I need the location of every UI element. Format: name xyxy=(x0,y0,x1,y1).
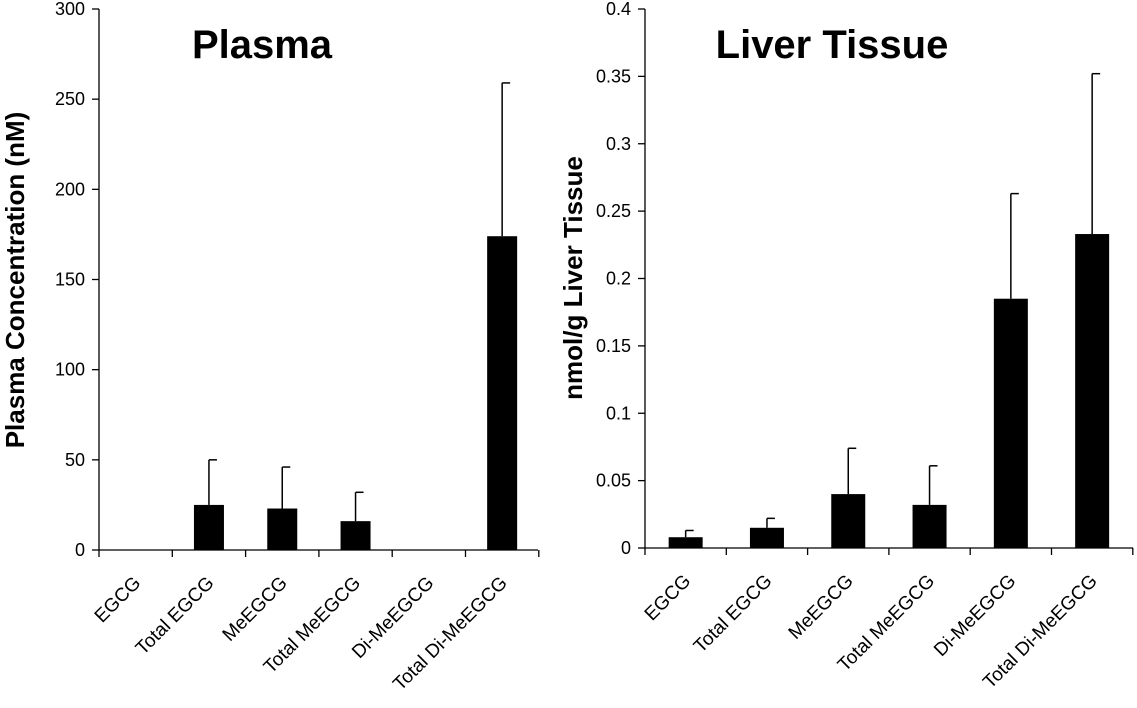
liver-bar xyxy=(1075,234,1110,548)
liver-y-tick-label: 0.15 xyxy=(596,336,631,356)
liver-y-tick-label: 0.3 xyxy=(606,134,631,154)
plasma-category-label: Total EGCG xyxy=(132,573,219,660)
liver-bar xyxy=(749,527,784,548)
plasma-chart-title: Plasma xyxy=(192,23,333,67)
plasma-y-axis-label: Plasma Concentration (nM) xyxy=(0,112,30,449)
plasma-y-tick-label: 200 xyxy=(55,179,85,199)
liver-y-tick-label: 0.25 xyxy=(596,201,631,221)
liver-bar xyxy=(668,537,703,548)
liver-bar xyxy=(993,298,1028,548)
liver-category-label: Total EGCG xyxy=(690,571,777,658)
liver-chart-title: Liver Tissue xyxy=(716,23,949,67)
liver-category-label: MeEGCG xyxy=(785,571,858,644)
plasma-y-tick-label: 300 xyxy=(55,0,85,19)
plasma-y-tick-label: 50 xyxy=(65,450,85,470)
liver-y-tick-label: 0.4 xyxy=(606,0,631,19)
plasma-y-tick-label: 100 xyxy=(55,360,85,380)
plasma-bar xyxy=(487,236,518,550)
liver-category-label: Di-MeEGCG xyxy=(930,571,1020,661)
plasma-y-tick-label: 250 xyxy=(55,89,85,109)
liver-y-tick-label: 0.1 xyxy=(606,403,631,423)
liver-bar xyxy=(831,494,866,548)
plasma-bar xyxy=(193,504,224,550)
liver-y-tick-label: 0.2 xyxy=(606,269,631,289)
plasma-bar xyxy=(340,521,371,550)
liver-y-tick-label: 0 xyxy=(621,538,631,558)
liver-y-tick-label: 0.05 xyxy=(596,471,631,491)
plasma-y-tick-label: 0 xyxy=(75,540,85,560)
plasma-category-label: MeEGCG xyxy=(219,573,292,646)
liver-category-label: EGCG xyxy=(641,571,695,625)
plasma-category-label: EGCG xyxy=(91,573,145,627)
plasma-y-tick-label: 150 xyxy=(55,270,85,290)
liver-y-tick-label: 0.35 xyxy=(596,66,631,86)
liver-y-axis-label: nmol/g Liver Tissue xyxy=(558,156,588,400)
liver-bar xyxy=(912,504,947,548)
plasma-bar xyxy=(267,508,298,550)
